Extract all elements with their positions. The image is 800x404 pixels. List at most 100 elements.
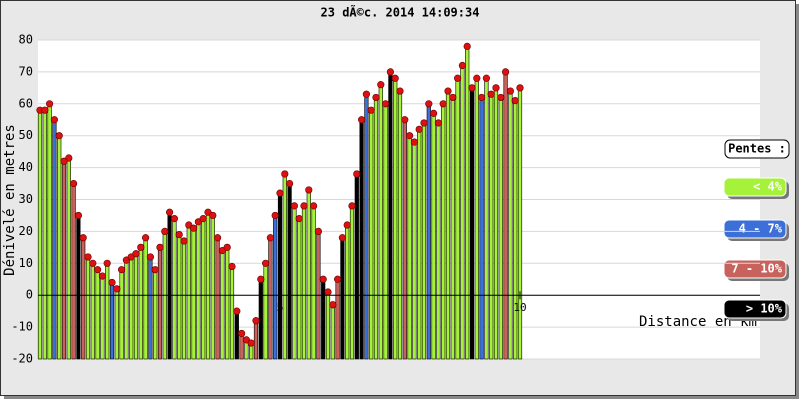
bar <box>460 65 465 360</box>
bar <box>402 119 407 360</box>
bar <box>441 103 446 360</box>
point <box>175 230 183 239</box>
bar <box>349 205 355 360</box>
point <box>396 87 404 95</box>
point <box>382 100 390 108</box>
y-tick-label: 40 <box>19 160 33 174</box>
point <box>295 215 303 223</box>
point <box>502 68 510 76</box>
bar <box>508 90 513 360</box>
bar <box>42 109 47 360</box>
bar <box>258 278 263 360</box>
point <box>458 61 467 70</box>
bar <box>330 304 335 360</box>
bar <box>138 247 143 360</box>
bar <box>273 215 278 360</box>
bar <box>167 211 172 360</box>
point <box>482 74 491 82</box>
point <box>406 132 414 140</box>
point <box>329 301 337 309</box>
point <box>439 100 447 108</box>
bar <box>220 250 225 360</box>
bar <box>66 157 71 360</box>
bar <box>81 237 86 360</box>
bar <box>325 291 331 360</box>
bar <box>109 282 115 360</box>
bar <box>493 87 499 360</box>
bar <box>225 247 230 360</box>
point <box>41 106 49 114</box>
bar <box>431 113 436 360</box>
bar <box>229 266 235 360</box>
bar <box>282 173 287 360</box>
bar <box>311 205 316 360</box>
point <box>93 266 102 274</box>
bar <box>263 262 268 360</box>
bar <box>369 109 374 360</box>
point <box>415 125 423 133</box>
point <box>391 74 399 82</box>
point <box>108 278 116 287</box>
y-tick-label: -20 <box>11 352 33 366</box>
point <box>286 179 294 188</box>
bar <box>513 100 518 360</box>
point <box>228 262 236 271</box>
legend-title: Pentes : <box>728 142 786 156</box>
legend-swatch <box>723 177 787 197</box>
bar <box>37 109 43 360</box>
point <box>367 106 375 114</box>
point <box>343 221 351 229</box>
bar <box>191 227 196 360</box>
bar <box>378 84 383 360</box>
point <box>266 234 275 242</box>
point <box>166 208 174 216</box>
bar <box>177 234 182 360</box>
point <box>151 266 159 274</box>
x-tick-label: 5 <box>277 301 284 314</box>
point <box>190 224 198 232</box>
bar <box>124 259 129 360</box>
point <box>132 250 140 258</box>
legend-swatch <box>723 299 787 319</box>
bar <box>373 97 379 360</box>
bar <box>239 333 244 360</box>
bar <box>157 247 163 360</box>
point <box>362 90 371 98</box>
bar <box>196 221 201 360</box>
point <box>247 339 255 347</box>
point <box>377 81 385 89</box>
legend-label: 4 - 7% <box>739 222 783 236</box>
bar <box>306 189 311 360</box>
bar <box>234 310 239 360</box>
bar <box>47 103 52 360</box>
point <box>425 100 433 108</box>
chart-title: 23 dÃ©c. 2014 14:09:34 <box>321 5 480 20</box>
bar <box>474 77 479 360</box>
y-tick-label: -10 <box>11 320 33 334</box>
point <box>252 317 260 325</box>
point <box>310 202 318 210</box>
point <box>209 211 217 220</box>
point <box>516 84 524 92</box>
legend-label: > 10% <box>746 302 783 316</box>
point <box>468 84 476 92</box>
point <box>506 87 515 95</box>
y-tick-label: 50 <box>19 128 33 142</box>
point <box>98 272 106 280</box>
point <box>142 234 150 242</box>
point <box>146 253 154 261</box>
point <box>271 211 279 220</box>
y-tick-label: 0 <box>26 288 33 302</box>
bar <box>90 262 95 360</box>
bar <box>359 119 364 360</box>
point <box>300 202 308 210</box>
point <box>334 275 342 283</box>
point <box>50 116 59 124</box>
bar <box>105 262 110 360</box>
legend-label: 7 - 10% <box>731 262 782 276</box>
bar <box>465 46 470 360</box>
point <box>497 93 505 102</box>
point <box>180 237 188 245</box>
bar <box>407 135 412 360</box>
